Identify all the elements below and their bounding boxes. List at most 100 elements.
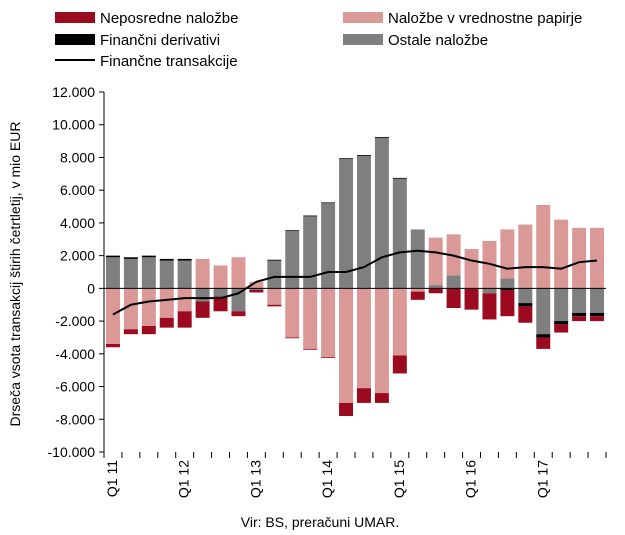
bar-nalozbe-v-vrednostne-papirje [141,288,156,326]
bar-ostale-nalozbe [536,288,551,335]
y-tick-label: 0 [87,280,95,296]
bar-financni-derivativi [105,255,120,258]
bar-nalozbe-v-vrednostne-papirje [428,237,443,286]
bar-ostale-nalozbe [518,288,533,304]
bar-neposredne-nalozbe [518,306,533,323]
bar-ostale-nalozbe [590,288,605,313]
bar-neposredne-nalozbe [105,344,120,348]
bar-financni-derivativi [392,177,407,179]
bar-neposredne-nalozbe [285,337,300,339]
bar-neposredne-nalozbe [374,393,389,403]
x-tick-labels: Q1 11 Q1 12 Q1 13 Q1 14 Q1 15 Q1 16 Q1 17 [104,460,550,498]
bar-neposredne-nalozbe [482,293,497,320]
bar-nalozbe-v-vrednostne-papirje [590,227,605,289]
legend-swatch-derivativi [55,34,95,45]
bar-nalozbe-v-vrednostne-papirje [500,229,515,279]
bar-nalozbe-v-vrednostne-papirje [554,219,569,289]
y-tick-label: -2.000 [55,313,95,329]
bar-neposredne-nalozbe [177,311,192,328]
legend-label-neposredne: Neposredne naložbe [100,10,238,27]
legend-item-financne-transakcije: Finančne transakcije [55,53,238,70]
bar-nalozbe-v-vrednostne-papirje [536,204,551,289]
y-tick-label: 8.000 [60,149,95,165]
bar-neposredne-nalozbe [195,301,210,318]
legend-swatch-ostale [343,34,383,45]
bar-ostale-nalozbe [500,278,515,289]
bar-financni-derivativi [536,334,551,338]
bars [105,137,605,416]
bar-neposredne-nalozbe [500,290,515,317]
legend-label-financne-transakcije: Finančne transakcije [100,53,238,70]
bar-financni-derivativi [321,202,336,204]
bar-neposredne-nalozbe [339,402,354,416]
bar-ostale-nalozbe [231,288,246,312]
bar-neposredne-nalozbe [123,329,138,335]
legend-item-ostale: Ostale naložbe [343,32,488,49]
bar-financni-derivativi [339,158,354,160]
legend-swatch-vrednostni-papirji [343,12,383,23]
bar-neposredne-nalozbe [536,337,551,349]
bar-nalozbe-v-vrednostne-papirje [105,288,120,344]
bar-financni-derivativi [285,230,300,232]
bar-neposredne-nalozbe [554,324,569,333]
bar-ostale-nalozbe [213,288,228,297]
x-tick-label: Q1 16 [463,460,479,498]
bar-financni-derivativi [554,321,569,325]
y-tick-label: 10.000 [52,117,95,133]
y-tick-label: -6.000 [55,379,95,395]
bar-ostale-nalozbe [303,216,318,289]
bar-neposredne-nalozbe [141,326,156,335]
bar-financni-derivativi [500,288,515,290]
bar-financni-derivativi [123,257,138,259]
bar-nalozbe-v-vrednostne-papirje [410,288,425,292]
bar-ostale-nalozbe [141,257,156,289]
legend-item-vrednostni-papirji: Naložbe v vrednostne papirje [343,10,582,27]
bar-financni-derivativi [303,215,318,217]
legend-item-neposredne: Neposredne naložbe [55,10,238,27]
x-tick-label: Q1 13 [247,460,263,498]
legend-label-derivativi: Finančni derivativi [100,32,220,49]
bar-ostale-nalozbe [339,159,354,289]
bar-nalozbe-v-vrednostne-papirje [231,257,246,289]
bar-nalozbe-v-vrednostne-papirje [392,288,407,356]
bar-financni-derivativi [159,258,174,261]
bar-neposredne-nalozbe [356,388,371,403]
bar-neposredne-nalozbe [392,355,407,374]
bar-nalozbe-v-vrednostne-papirje [374,288,389,394]
bar-neposredne-nalozbe [213,296,228,312]
bar-ostale-nalozbe [267,260,282,289]
y-tick-label: 4.000 [60,215,95,231]
bar-nalozbe-v-vrednostne-papirje [356,288,371,389]
bar-nalozbe-v-vrednostne-papirje [321,288,336,358]
bar-neposredne-nalozbe [446,288,461,308]
bar-ostale-nalozbe [159,260,174,289]
x-tick-label: Q1 11 [104,460,120,497]
bar-financni-derivativi [141,255,156,258]
x-tick-label: Q1 15 [391,460,407,498]
bar-ostale-nalozbe [374,137,389,289]
bar-nalozbe-v-vrednostne-papirje [213,265,228,289]
bar-ostale-nalozbe [392,178,407,289]
y-tick-label: -8.000 [55,411,95,427]
x-tick-label: Q1 17 [534,460,550,498]
bar-neposredne-nalozbe [249,290,264,293]
y-tick-label: 6.000 [60,182,95,198]
bar-financni-derivativi [267,259,282,261]
legend-item-derivativi: Finančni derivativi [55,32,220,49]
bar-nalozbe-v-vrednostne-papirje [572,227,587,289]
y-axis-title: Drseča vsota transakcij štirih četrtleti… [7,122,23,427]
bar-neposredne-nalozbe [267,304,282,307]
axes [99,91,607,458]
bar-nalozbe-v-vrednostne-papirje [464,249,479,289]
bar-ostale-nalozbe [177,260,192,289]
bar-ostale-nalozbe [572,288,587,313]
bar-nalozbe-v-vrednostne-papirje [195,258,210,289]
source-note: Vir: BS, preračuni UMAR. [241,514,399,530]
bar-nalozbe-v-vrednostne-papirje [177,288,192,312]
bar-ostale-nalozbe [482,288,497,294]
bar-ostale-nalozbe [195,288,210,302]
bar-financni-derivativi [518,303,533,307]
y-tick-label: -4.000 [55,346,95,362]
bar-neposredne-nalozbe [590,316,605,322]
